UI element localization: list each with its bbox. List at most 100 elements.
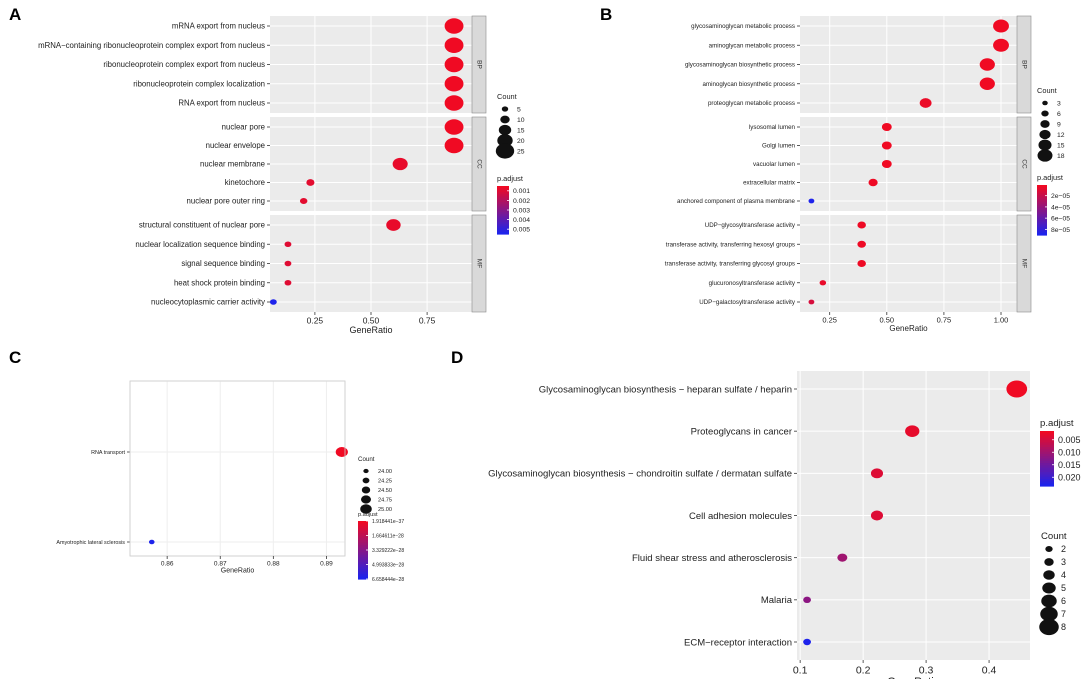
colorbar-segment: [1040, 453, 1054, 457]
panel-a-facet-cc: nuclear pore nuclear envelope nuclear memb…: [187, 116, 487, 212]
panel-letter-b: B: [600, 5, 612, 24]
legend-size-dot: [363, 468, 369, 474]
colorbar-label: 4.993833e−28: [372, 562, 404, 568]
colorbar-segment: [358, 554, 368, 558]
legend-size-dot: [1043, 570, 1055, 580]
colorbar-segment: [1040, 437, 1054, 441]
facet-strip-label: BP: [1020, 60, 1027, 69]
term-label: glycosaminoglycan metabolic process: [691, 23, 795, 30]
colorbar-segment: [497, 228, 509, 231]
facet-strip-label: CC: [1020, 159, 1027, 169]
term-label: transferase activity, transferring hexos…: [666, 241, 795, 248]
panel-b-chart: glycosaminoglycan metabolic process amino…: [665, 15, 1070, 333]
legend-size-label: 24.25: [378, 478, 392, 484]
legend-size-label: 4: [1061, 570, 1066, 580]
legend-size-dot: [501, 106, 509, 112]
data-point: [148, 539, 155, 545]
legend-size-label: 3: [1061, 557, 1066, 567]
data-point: [819, 280, 827, 286]
x-axis-label: GeneRatio: [221, 568, 255, 575]
colorbar-segment: [497, 196, 509, 199]
legend-size-label: 10: [517, 117, 525, 124]
facet-strip-label: MF: [1020, 259, 1027, 268]
colorbar-segment: [358, 564, 368, 568]
colorbar-label: 4e−05: [1051, 204, 1070, 211]
term-label: nuclear envelope: [206, 141, 265, 150]
colorbar-segment: [497, 224, 509, 227]
data-point: [857, 240, 866, 248]
colorbar-segment: [1037, 189, 1047, 192]
data-point: [837, 553, 848, 562]
term-label: Golgi lumen: [762, 143, 796, 150]
term-label: vacuolar lumen: [753, 161, 796, 168]
colorbar-segment: [1040, 431, 1054, 434]
colorbar-segment: [1037, 220, 1047, 224]
colorbar-segment: [497, 208, 509, 211]
facet-strip: [1016, 116, 1032, 212]
legend-size-label: 8: [1061, 622, 1066, 632]
colorbar-segment: [1037, 232, 1047, 236]
x-tick-label: 0.4: [982, 665, 997, 677]
colorbar-segment: [497, 206, 509, 209]
term-label: Glycosaminoglycan biosynthesis − chondro…: [488, 469, 792, 480]
colorbar-segment: [1040, 463, 1054, 466]
colorbar-label: 0.004: [513, 217, 530, 224]
legend-size-dot: [1044, 558, 1054, 566]
panel-b-facet-bp: glycosaminoglycan metabolic process amino…: [685, 15, 1032, 114]
data-point: [993, 19, 1009, 33]
facet-strip-label: BP: [475, 60, 482, 69]
colorbar-segment: [1037, 197, 1047, 201]
legend-size-dot: [361, 495, 371, 504]
data-point: [919, 98, 932, 108]
x-axis-label: GeneRatio: [349, 325, 392, 335]
facet-strip-label: CC: [475, 159, 482, 169]
colorbar-label: 0.020: [1058, 472, 1081, 482]
colorbar-label: 2e−05: [1051, 193, 1070, 200]
colorbar-segment: [358, 571, 368, 575]
colorbar-segment: [358, 540, 368, 544]
panel-letter-d: D: [451, 348, 463, 367]
legend-size-dot: [495, 143, 515, 159]
term-label: lysosomal lumen: [749, 124, 796, 131]
data-point: [444, 95, 464, 111]
legend-size-dot: [361, 486, 371, 494]
colorbar-segment: [358, 528, 368, 532]
colorbar-segment: [358, 525, 368, 529]
colorbar-segment: [1037, 214, 1047, 217]
colorbar-segment: [358, 562, 368, 566]
colorbar-segment: [1037, 205, 1047, 209]
colorbar-segment: [1040, 442, 1054, 446]
data-point: [870, 510, 884, 521]
colorbar-segment: [1037, 216, 1047, 219]
legend-size-label: 24.00: [378, 469, 392, 475]
term-label: Fluid shear stress and atherosclerosis: [632, 553, 792, 564]
panel-d-legend-count: Count 2 3 4 5 6 7 8: [1039, 531, 1067, 636]
colorbar-label: 1.918441e−37: [372, 519, 404, 525]
legend-size-dot: [360, 504, 372, 514]
legend-size-dot: [500, 115, 510, 124]
panel-a-facet-bp: mRNA export from nucleus mRNA−containing …: [38, 15, 487, 114]
colorbar-segment: [358, 557, 368, 561]
colorbar-segment: [358, 559, 368, 563]
panel-d-legend-color: p.adjust 0.005 0.010 0.015 0.020: [1040, 418, 1081, 487]
colorbar-segment: [1040, 469, 1054, 473]
colorbar-segment: [497, 194, 509, 197]
data-point: [979, 58, 995, 71]
legend-size-dot: [362, 477, 370, 484]
term-label: RNA export from nucleus: [178, 99, 265, 108]
data-point: [808, 198, 815, 204]
term-label: nuclear pore: [222, 123, 265, 132]
colorbar-label: 0.003: [513, 207, 530, 214]
data-point: [870, 468, 884, 479]
colorbar-segment: [1037, 199, 1047, 203]
colorbar-segment: [358, 552, 368, 556]
colorbar-segment: [1037, 207, 1047, 211]
colorbar-segment: [1037, 210, 1047, 213]
term-label: glucuronosyltransferase activity: [709, 280, 796, 287]
term-label: aminoglycan biosynthetic process: [702, 81, 795, 88]
legend-size-label: 3: [1057, 100, 1061, 107]
legend-size-label: 12: [1057, 132, 1065, 139]
colorbar-segment: [1040, 451, 1054, 455]
